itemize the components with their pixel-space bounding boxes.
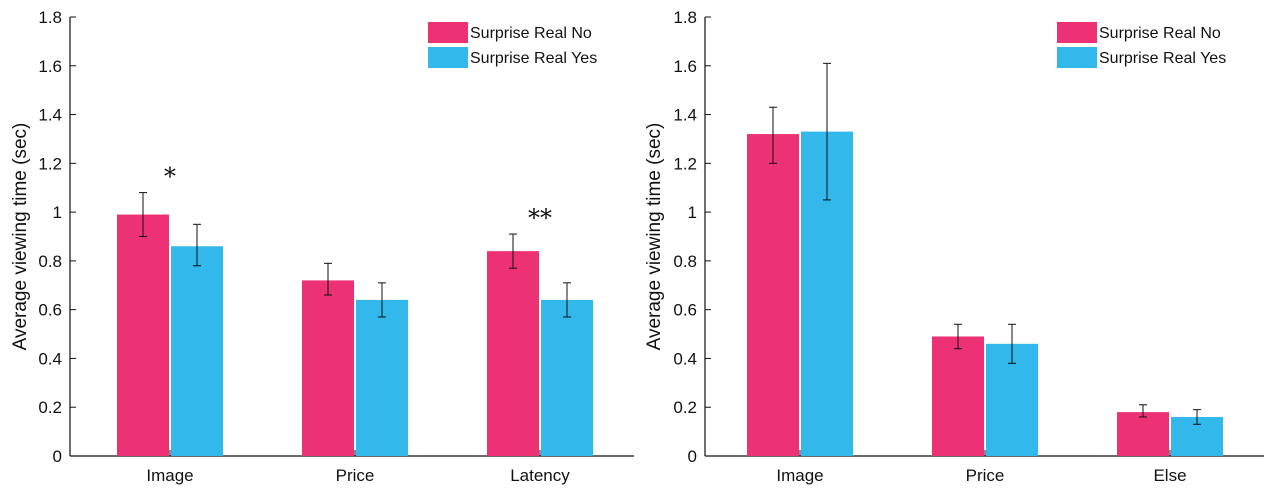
- y-tick-label: 1.2: [38, 154, 62, 173]
- legend-label: Surprise Real No: [470, 25, 592, 42]
- y-tick-label: 0: [53, 447, 62, 466]
- significance-marker: **: [528, 204, 552, 232]
- x-tick-label: Price: [966, 466, 1005, 485]
- bar: [1117, 412, 1169, 456]
- x-tick-label: Image: [776, 466, 823, 485]
- chart-left: 0 0.2 0.4 0.6 0.8 1 1.2 1.4 1.6 1.8 Average viewin…: [10, 8, 634, 485]
- legend-label: Surprise Real No: [1099, 25, 1221, 42]
- y-tick-label: 1: [53, 203, 62, 222]
- significance-marker: *: [164, 163, 176, 191]
- y-tick-label: 1.4: [673, 106, 697, 125]
- y-tick-label: 0.6: [38, 301, 62, 320]
- legend-swatch: [428, 47, 468, 68]
- legend-swatch: [428, 22, 468, 43]
- bar: [932, 336, 984, 456]
- y-tick-label: 0.2: [673, 398, 697, 417]
- y-tick-label: 0: [688, 447, 697, 466]
- bar: [747, 134, 799, 457]
- y-tick-label: 1.4: [38, 106, 62, 125]
- y-tick-label: 0.2: [38, 398, 62, 417]
- bar: [117, 214, 169, 456]
- bar: [541, 299, 593, 456]
- y-tick-label: 1: [688, 203, 697, 222]
- y-tick-label: 0.4: [673, 349, 697, 368]
- y-axis-label: Average viewing time (sec): [644, 123, 665, 351]
- y-tick-label: 1.2: [673, 154, 697, 173]
- y-tick-label: 0.8: [673, 252, 697, 271]
- y-axis-label: Average viewing time (sec): [10, 123, 31, 351]
- x-tick-label: Else: [1153, 466, 1186, 485]
- bar: [302, 280, 354, 456]
- y-tick-label: 1.8: [38, 8, 62, 27]
- bar: [487, 251, 539, 456]
- y-tick-label: 0.4: [38, 349, 62, 368]
- y-tick-label: 1.8: [673, 8, 697, 27]
- y-tick-label: 1.6: [38, 57, 62, 76]
- legend-label: Surprise Real Yes: [1099, 50, 1226, 67]
- x-tick-label: Price: [336, 466, 375, 485]
- legend-swatch: [1057, 47, 1097, 68]
- x-tick-label: Image: [146, 466, 193, 485]
- y-tick-label: 0.6: [673, 301, 697, 320]
- bar: [356, 299, 408, 456]
- y-tick-label: 1.6: [673, 57, 697, 76]
- chart-right: 0 0.2 0.4 0.6 0.8 1 1.2 1.4 1.6 1.8 Average viewin…: [644, 8, 1264, 485]
- x-tick-label: Latency: [510, 466, 570, 485]
- bar: [171, 246, 223, 456]
- y-tick-label: 0.8: [38, 252, 62, 271]
- legend-label: Surprise Real Yes: [470, 50, 597, 67]
- legend-swatch: [1057, 22, 1097, 43]
